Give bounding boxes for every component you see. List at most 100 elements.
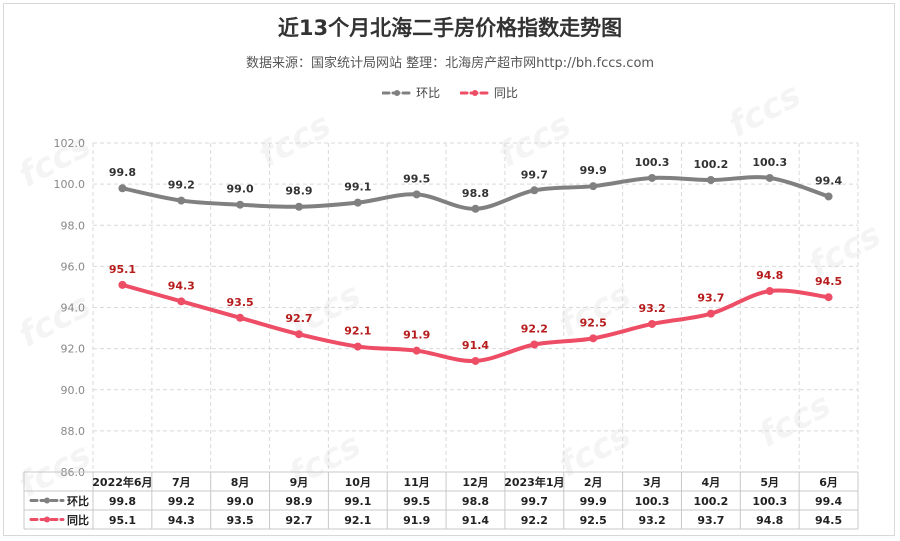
- data-label-1-3: 92.7: [285, 312, 312, 325]
- legend: 环比 同比: [0, 84, 900, 101]
- y-tick-label-4: 94.0: [61, 302, 86, 315]
- data-label-0-2: 99.0: [227, 183, 254, 196]
- point-0-0: [118, 184, 127, 193]
- point-1-8: [589, 334, 598, 343]
- data-label-0-7: 99.7: [521, 168, 548, 181]
- point-1-9: [648, 319, 657, 328]
- table-cell-1-5: 91.9: [403, 514, 430, 527]
- table-cell-1-4: 92.1: [344, 514, 371, 527]
- data-label-1-9: 93.2: [638, 302, 665, 315]
- table-cell-0-12: 99.4: [815, 495, 842, 508]
- y-tick-label-7: 100.0: [54, 178, 86, 191]
- table-cell-0-11: 100.3: [752, 495, 787, 508]
- point-0-3: [294, 202, 303, 211]
- data-label-0-5: 99.5: [403, 172, 430, 185]
- data-label-1-7: 92.2: [521, 323, 548, 336]
- table-cell-0-8: 99.9: [580, 495, 607, 508]
- data-label-0-8: 99.9: [580, 164, 607, 177]
- data-label-1-8: 92.5: [580, 316, 607, 329]
- table-cell-0-6: 98.8: [462, 495, 489, 508]
- point-1-12: [824, 293, 833, 302]
- data-label-0-10: 100.2: [693, 158, 728, 171]
- table-series-name-0: 环比: [67, 494, 89, 508]
- legend-swatch-tongbi: [459, 89, 490, 96]
- data-label-1-0: 95.1: [109, 263, 136, 276]
- data-label-0-0: 99.8: [109, 166, 136, 179]
- table-cell-0-5: 99.5: [403, 495, 430, 508]
- table-cell-0-2: 99.0: [227, 495, 254, 508]
- x-tick-label-9: 3月: [643, 476, 662, 489]
- data-label-1-4: 92.1: [344, 325, 371, 338]
- table-cell-1-1: 94.3: [168, 514, 195, 527]
- data-label-0-4: 99.1: [344, 181, 371, 194]
- table-cell-1-2: 93.5: [227, 514, 254, 527]
- data-label-1-2: 93.5: [227, 296, 254, 309]
- point-0-9: [648, 173, 657, 182]
- point-1-7: [530, 340, 539, 349]
- point-0-7: [530, 186, 539, 195]
- watermark-1: fccs: [252, 105, 337, 176]
- table-cell-1-10: 93.7: [697, 514, 724, 527]
- table-cell-1-6: 91.4: [462, 514, 489, 527]
- point-0-2: [236, 200, 245, 209]
- data-label-0-12: 99.4: [815, 174, 842, 187]
- data-label-1-11: 94.8: [756, 269, 783, 282]
- data-label-1-6: 91.4: [462, 339, 489, 352]
- x-tick-label-3: 9月: [290, 476, 309, 489]
- data-label-0-3: 98.9: [285, 185, 312, 198]
- table-cell-0-9: 100.3: [635, 495, 670, 508]
- point-0-5: [412, 190, 421, 199]
- data-label-1-5: 91.9: [403, 329, 430, 342]
- table-series-name-1: 同比: [67, 513, 89, 527]
- point-1-11: [765, 287, 774, 296]
- y-tick-label-3: 92.0: [61, 343, 86, 356]
- point-1-3: [294, 330, 303, 339]
- table-cell-1-0: 95.1: [109, 514, 136, 527]
- x-tick-label-10: 4月: [702, 476, 721, 489]
- legend-label-huanbi: 环比: [416, 86, 441, 100]
- point-1-1: [177, 297, 186, 306]
- table-cell-0-3: 98.9: [285, 495, 312, 508]
- table-swatch-dot-1: [44, 516, 50, 523]
- point-0-4: [353, 198, 362, 207]
- point-0-10: [706, 176, 715, 185]
- point-1-0: [118, 280, 127, 289]
- chart-title: 近13个月北海二手房价格指数走势图: [277, 16, 623, 40]
- y-tick-label-2: 90.0: [61, 384, 86, 397]
- legend-item-huanbi: 环比: [382, 84, 440, 101]
- table-cell-1-11: 94.8: [756, 514, 783, 527]
- table-swatch-dot-0: [44, 497, 50, 504]
- x-tick-label-12: 6月: [819, 476, 838, 489]
- table-cell-0-0: 99.8: [109, 495, 136, 508]
- data-label-0-1: 99.2: [168, 179, 195, 192]
- data-label-0-11: 100.3: [752, 156, 787, 169]
- point-1-2: [236, 313, 245, 322]
- y-tick-label-1: 88.0: [61, 425, 86, 438]
- table-cell-1-9: 93.2: [638, 514, 665, 527]
- chart-subtitle: 数据来源：国家统计局网站 整理：北海房产超市网http://bh.fccs.co…: [245, 56, 655, 71]
- table-cell-0-7: 99.7: [521, 495, 548, 508]
- table-cell-1-12: 94.5: [815, 514, 842, 527]
- legend-label-tongbi: 同比: [493, 86, 518, 100]
- data-label-0-6: 98.8: [462, 187, 489, 200]
- point-0-8: [589, 182, 598, 191]
- legend-item-tongbi: 同比: [459, 84, 518, 101]
- x-tick-label-6: 12月: [462, 476, 488, 489]
- data-label-1-10: 93.7: [697, 292, 724, 305]
- point-0-11: [765, 173, 774, 182]
- x-tick-label-4: 10月: [345, 476, 371, 489]
- y-tick-label-8: 102.0: [54, 137, 86, 150]
- point-0-1: [177, 196, 186, 205]
- chart-frame: [3, 3, 895, 536]
- x-tick-label-1: 7月: [172, 476, 191, 489]
- data-label-0-9: 100.3: [635, 156, 670, 169]
- table-cell-0-10: 100.2: [693, 495, 728, 508]
- watermark-3: fccs: [722, 75, 807, 146]
- x-tick-label-7: 2023年1月: [504, 475, 564, 489]
- x-tick-label-11: 5月: [760, 476, 779, 489]
- y-tick-label-5: 96.0: [61, 260, 86, 273]
- table-cell-0-4: 99.1: [344, 495, 371, 508]
- data-label-1-12: 94.5: [815, 275, 842, 288]
- watermark-11: fccs: [752, 385, 837, 456]
